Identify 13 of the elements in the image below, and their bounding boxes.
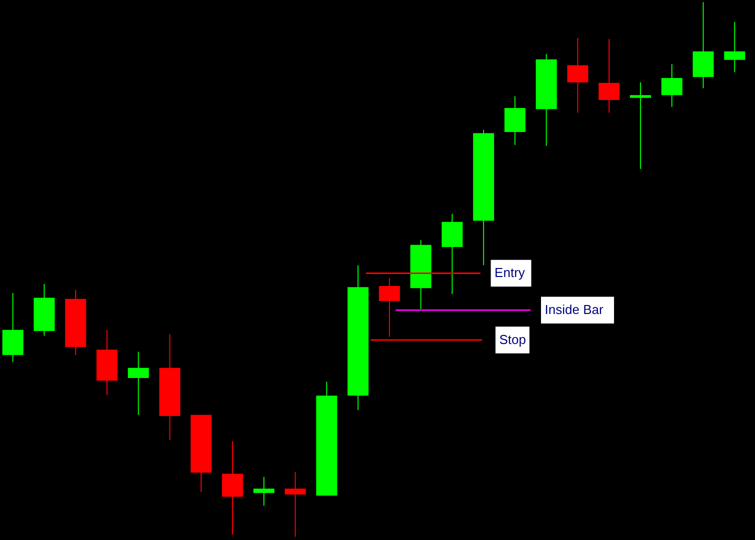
ref-line-label: Stop (499, 332, 526, 348)
candlestick (128, 351, 149, 416)
candlestick (284, 472, 306, 538)
candlestick (598, 38, 620, 114)
candlestick (253, 476, 274, 506)
ref-line-label: Entry (494, 265, 526, 280)
candlestick (378, 278, 400, 338)
candlestick (724, 21, 746, 73)
ref-line-label: Inside Bar (544, 302, 604, 318)
candlestick (630, 82, 651, 170)
candlestick (567, 37, 588, 114)
candlestick (661, 64, 682, 108)
candlestick (222, 440, 244, 536)
